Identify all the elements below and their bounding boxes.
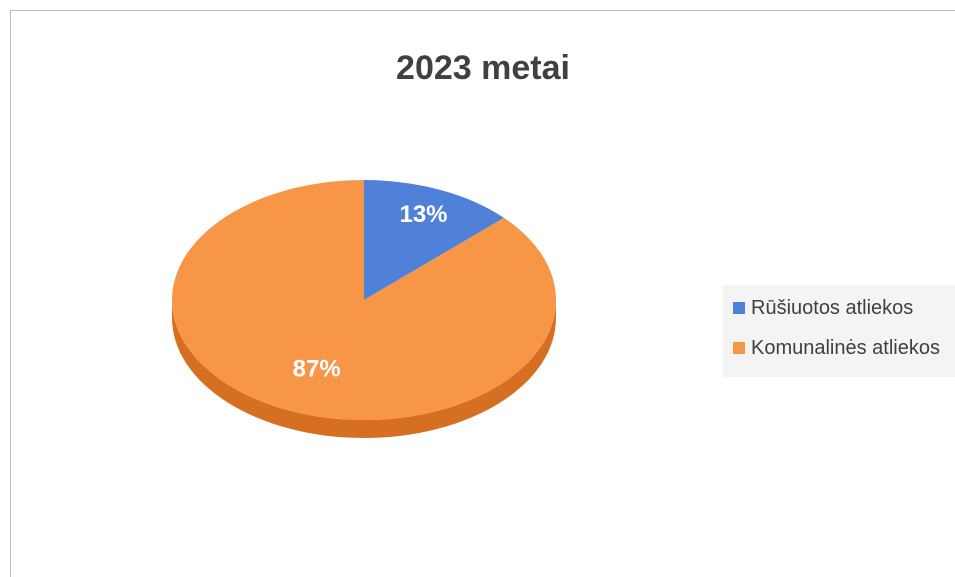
legend-item-rusiuotos: Rūšiuotos atliekos — [733, 297, 913, 320]
pie-slice-rusiuotos — [364, 180, 504, 300]
pie-data-labels: 13% 87% — [293, 201, 448, 382]
data-label-komunalines: 87% — [293, 355, 341, 382]
data-label-rusiuotos: 13% — [399, 201, 447, 228]
legend-swatch-rusiuotos — [733, 302, 745, 314]
pie-chart: 13% 87% — [172, 180, 557, 438]
pie-slice-komunalines — [172, 180, 557, 420]
legend-label-rusiuotos: Rūšiuotos atliekos — [751, 297, 914, 319]
chart-area: 2023 metai 13% 87% Rūšiuotos atliekos Kom… — [10, 10, 955, 577]
chart-title: 2023 metai — [396, 49, 570, 87]
legend: Rūšiuotos atliekos Komunalinės atliekos — [723, 285, 955, 377]
pie-slices — [172, 180, 557, 420]
legend-label-komunalines: Komunalinės atliekos — [751, 337, 940, 359]
legend-item-komunalines: Komunalinės atliekos — [733, 337, 940, 360]
legend-swatch-komunalines — [733, 342, 745, 354]
